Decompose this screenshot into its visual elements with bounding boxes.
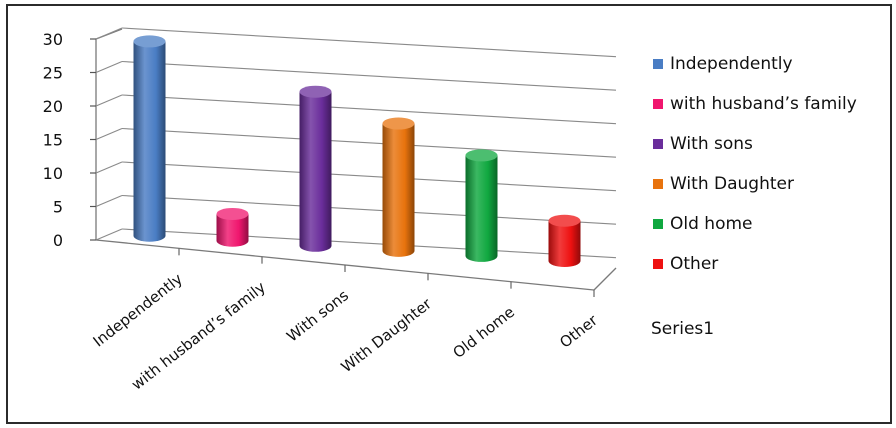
legend-label: Old home (670, 214, 753, 234)
bar-other (548, 214, 581, 267)
x-tick-label: Independently (90, 270, 186, 351)
legend-item: with husband’s family (653, 94, 857, 114)
gridline-15 (121, 127, 617, 158)
legend-swatch (653, 259, 663, 269)
gridline-20 (121, 94, 617, 125)
bar-top (465, 149, 498, 162)
legend-item: With sons (653, 134, 753, 154)
grid-side-20 (95, 94, 123, 107)
y-tick-label: 5 (53, 198, 63, 217)
bar-top (216, 207, 249, 220)
gridline-10 (121, 161, 617, 192)
x-tick-label: Other (556, 311, 601, 352)
legend-swatch (653, 179, 663, 189)
grid-side-10 (95, 161, 123, 174)
legend-item: Other (653, 254, 718, 274)
bar-body (299, 91, 332, 252)
x-tick-label: With Daughter (338, 294, 436, 376)
bar-body (548, 220, 581, 267)
floor-right-edge (593, 267, 617, 291)
legend-swatch (653, 139, 663, 149)
legend-label: with husband’s family (670, 94, 857, 114)
bar-top (299, 85, 332, 98)
legend-item: Independently (653, 54, 793, 74)
legend-item: With Daughter (653, 174, 794, 194)
bar-top (382, 117, 415, 130)
bars (133, 35, 581, 267)
y-tick-label: 0 (53, 231, 63, 250)
grid-side-30 (95, 27, 123, 40)
gridline-0 (121, 228, 617, 259)
x-tick-label: Old home (450, 303, 518, 362)
y-tick-label: 20 (43, 97, 63, 116)
grid-side-25 (95, 60, 123, 74)
y-tick-label: 10 (43, 164, 63, 183)
y-axis: 0 5 10 15 20 25 30 (43, 30, 96, 250)
bar-body (216, 213, 249, 247)
legend-label: With Daughter (670, 174, 794, 194)
legend-swatch (653, 99, 663, 109)
legend-label: Independently (670, 54, 793, 74)
x-tick-label: With sons (283, 286, 352, 345)
bar-body (382, 123, 415, 257)
gridline-5 (121, 194, 617, 225)
y-tick-label: 30 (43, 30, 63, 49)
legend: Independently with husband’s family With s… (653, 54, 857, 274)
legend-label: With sons (670, 134, 753, 154)
bar-with-daughter (382, 117, 415, 257)
bar-with-husband-s-family (216, 207, 249, 247)
bar-independently (133, 35, 166, 242)
gridline-25 (121, 60, 617, 91)
legend-label: Other (670, 254, 718, 274)
bar-old-home (465, 149, 498, 262)
y-tick-label: 15 (43, 131, 63, 150)
bar-body (133, 41, 166, 242)
gridlines (95, 27, 617, 259)
bar-top (133, 35, 166, 48)
grid-side-5 (95, 194, 123, 208)
legend-swatch (653, 219, 663, 229)
y-tick-label: 25 (43, 64, 63, 83)
series-label: Series1 (651, 319, 714, 339)
grid-side-15 (95, 127, 123, 141)
legend-swatch (653, 59, 663, 69)
grid-side-0 (95, 228, 123, 241)
legend-item: Old home (653, 214, 753, 234)
bar-body (465, 155, 498, 262)
gridline-30 (121, 27, 617, 58)
bar-with-sons (299, 85, 332, 252)
bar-top (548, 214, 581, 227)
